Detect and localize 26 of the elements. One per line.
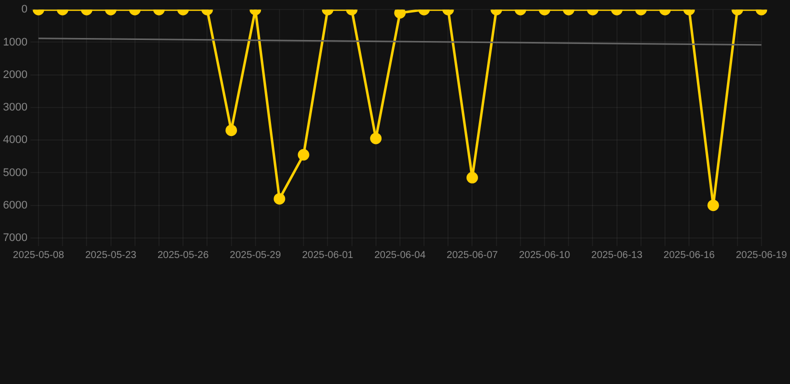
- point: [370, 132, 382, 144]
- point: [274, 193, 286, 205]
- x-tick-label: 2025-06-07: [446, 250, 498, 261]
- x-tick-label: 2025-06-01: [302, 250, 354, 261]
- y-tick-label: 1000: [2, 36, 28, 48]
- y-tick-label: 3000: [2, 102, 28, 114]
- x-tick-label: 2025-06-19: [736, 250, 788, 261]
- point: [394, 10, 406, 19]
- x-tick-label: 2025-06-16: [664, 250, 716, 261]
- y-tick-label: 7000: [2, 232, 28, 244]
- x-tick-label: 2025-06-04: [374, 250, 426, 261]
- point: [226, 124, 238, 136]
- point: [298, 149, 310, 161]
- x-tick-label: 2025-05-29: [230, 250, 282, 261]
- x-tick-label: 2025-05-23: [85, 250, 137, 261]
- y-tick-label: 6000: [2, 199, 28, 212]
- y-tick-label: 2000: [2, 68, 28, 81]
- x-tick-label: 2025-05-26: [157, 250, 210, 261]
- point: [466, 172, 478, 184]
- y-tick-label: 4000: [2, 134, 28, 146]
- x-tick-label: 2025-06-10: [518, 250, 571, 261]
- x-tick-label: 2025-06-13: [591, 250, 643, 261]
- y-tick-label: 5000: [2, 166, 28, 179]
- y-tick-label: 0: [21, 4, 28, 16]
- point: [707, 200, 719, 212]
- x-tick-label: 2025-05-08: [12, 250, 64, 261]
